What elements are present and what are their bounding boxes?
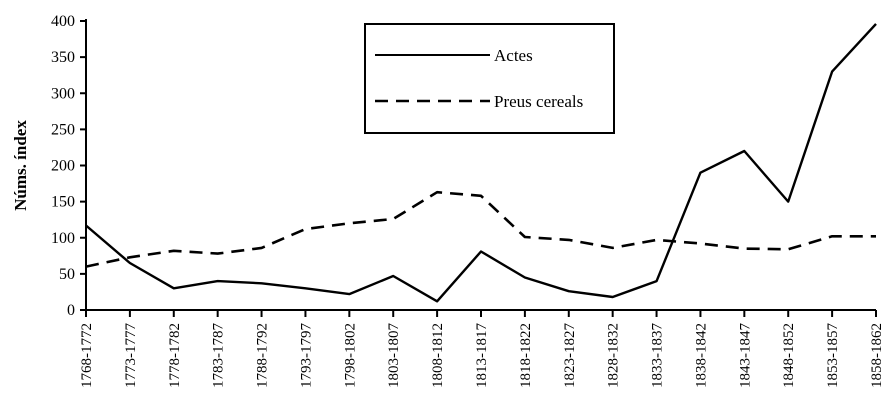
y-tick-label: 0 [67,302,75,319]
y-axis: 0 50 100 150 200 250 300 350 400 [51,13,87,319]
legend: Actes Preus cereals [364,23,615,134]
x-tick-label: 1793-1797 [298,323,314,388]
y-tick-label: 300 [51,85,75,102]
x-tick-label: 1803-1807 [386,323,402,388]
x-tick-label: 1773-1777 [123,323,139,388]
x-tick-label: 1843-1847 [737,323,753,388]
y-tick-label: 350 [51,49,75,66]
y-tick-label: 250 [51,121,75,138]
x-tick-label: 1788-1792 [255,323,271,388]
legend-label-actes: Actes [494,46,533,65]
x-tick-label: 1823-1827 [562,323,578,388]
series-lines [85,23,877,303]
x-tick-label: 1798-1802 [342,323,358,388]
x-tick-label: 1768-1772 [79,323,95,388]
x-tick-label: 1813-1817 [474,323,490,388]
x-axis: 1768-1772 1773-1777 1778-1782 1783-1787 1788… [79,309,883,388]
y-tick-label: 100 [51,230,75,247]
y-tick-label: 150 [51,194,75,211]
legend-label-preus-cereals: Preus cereals [494,92,583,111]
x-tick-label: 1778-1782 [167,323,183,388]
y-tick-label: 400 [51,13,75,30]
x-tick-label: 1838-1842 [693,323,709,388]
x-tick-label: 1828-1832 [606,323,622,388]
y-tick-label: 50 [59,266,75,283]
y-tick-label: 200 [51,158,75,175]
series-line-preus-cereals [85,190,876,268]
series-line-actes [85,23,877,303]
y-axis-label: Núms. índex [11,120,30,211]
x-tick-label: 1833-1837 [650,323,666,388]
x-tick-label: 1848-1852 [781,323,797,388]
x-tick-label: 1783-1787 [211,323,227,388]
x-tick-label: 1853-1857 [825,323,841,388]
legend-box [364,23,615,134]
x-tick-label: 1808-1812 [430,323,446,388]
x-tick-label: 1858-1862 [869,323,883,388]
x-tick-label: 1818-1822 [518,323,534,388]
